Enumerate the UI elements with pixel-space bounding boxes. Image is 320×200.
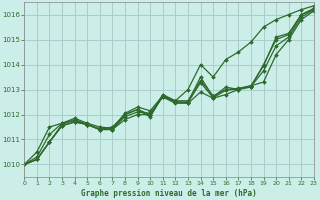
X-axis label: Graphe pression niveau de la mer (hPa): Graphe pression niveau de la mer (hPa) bbox=[81, 189, 257, 198]
